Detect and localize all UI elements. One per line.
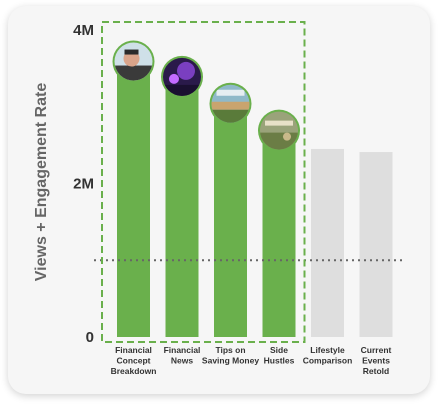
category-label: Lifestyle Comparison — [303, 345, 353, 366]
bar[interactable] — [262, 133, 296, 337]
bar[interactable] — [165, 79, 199, 337]
highlight-box — [101, 21, 306, 343]
bar[interactable] — [214, 106, 247, 337]
y-axis-label: Views + Engagement Rate — [33, 83, 50, 282]
person-thumbnail-icon — [112, 40, 155, 83]
bar[interactable] — [311, 148, 344, 337]
bar[interactable] — [359, 152, 393, 337]
y-tick-label: 2M — [73, 176, 94, 193]
category-label: Financial Concept Breakdown — [111, 345, 157, 376]
purple-scene-thumbnail-icon — [161, 55, 203, 98]
category-label: Financial News — [164, 345, 201, 366]
category-label: Tips on Saving Money — [202, 345, 259, 366]
y-tick-label: 4M — [73, 22, 94, 39]
outdoor-thumbnail-icon — [258, 109, 300, 152]
y-tick-label: 0 — [86, 329, 94, 346]
category-label: Side Hustles — [264, 345, 295, 366]
bar[interactable] — [117, 64, 150, 337]
category-label: Current Events Retold — [361, 345, 392, 376]
street-thumbnail-icon — [209, 82, 252, 125]
